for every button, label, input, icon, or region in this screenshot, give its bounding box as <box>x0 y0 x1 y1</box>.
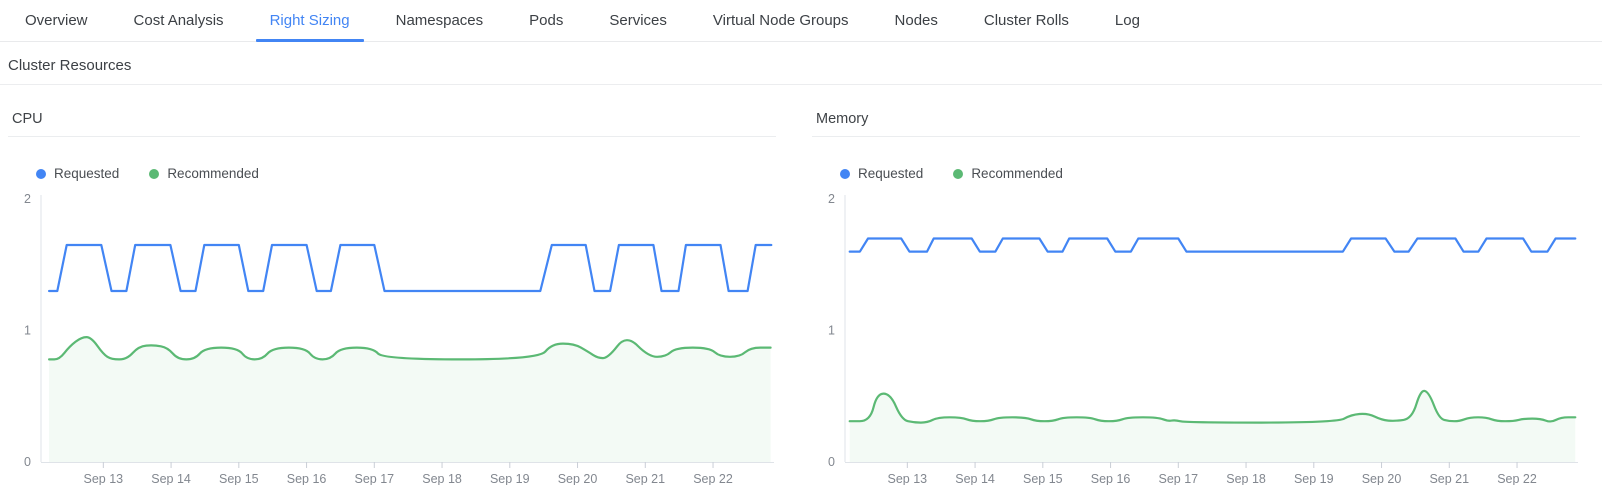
y-axis-label: 2 <box>24 192 31 206</box>
legend-dot-requested <box>36 168 46 179</box>
legend-dot-requested <box>840 168 850 179</box>
section-title: Cluster Resources <box>8 57 132 74</box>
chart-title-memory: Memory <box>812 111 1580 137</box>
x-axis-label: Sep 13 <box>84 472 124 485</box>
legend-label: Requested <box>54 166 120 181</box>
legend-label: Requested <box>858 166 924 181</box>
charts-row: CPU Requested Recommended 0 1 2 Sep 13 Sep 14 Se… <box>0 85 1602 485</box>
legend-item-requested[interactable]: Requested <box>840 166 923 181</box>
y-axis-label: 0 <box>828 455 835 469</box>
tab-namespaces[interactable]: Namespaces <box>395 12 484 29</box>
y-axis-label: 2 <box>828 192 835 206</box>
tab-pods[interactable]: Pods <box>529 12 564 29</box>
x-axis-label: Sep 20 <box>1362 472 1402 485</box>
requested-line <box>848 237 1577 253</box>
x-axis-label: Sep 17 <box>1158 472 1198 485</box>
memory-chart-legend: Requested Recommended <box>840 166 1580 181</box>
x-axis-label: Sep 21 <box>625 472 665 485</box>
x-axis-label: Sep 18 <box>422 472 462 485</box>
legend-label: Recommended <box>167 166 259 181</box>
x-axis-label: Sep 22 <box>693 472 733 485</box>
x-axis-label: Sep 17 <box>354 472 394 485</box>
legend-dot-recommended <box>149 168 160 179</box>
tab-right-sizing[interactable]: Right Sizing <box>255 0 364 42</box>
x-axis-label: Sep 22 <box>1497 472 1537 485</box>
tab-services[interactable]: Services <box>609 12 667 29</box>
x-axis-label: Sep 16 <box>287 472 327 485</box>
x-axis-label: Sep 19 <box>1294 472 1334 485</box>
tab-cluster-rolls[interactable]: Cluster Rolls <box>983 12 1069 29</box>
cpu-chart-card: CPU Requested Recommended 0 1 2 Sep 13 Sep 14 Se… <box>8 85 776 485</box>
x-axis-label: Sep 14 <box>955 472 995 485</box>
legend-item-recommended[interactable]: Recommended <box>149 166 259 181</box>
tab-virtual-node-groups[interactable]: Virtual Node Groups <box>712 12 849 29</box>
legend-dot-recommended <box>953 168 964 179</box>
y-axis-label: 1 <box>828 324 835 338</box>
legend-item-recommended[interactable]: Recommended <box>953 166 1063 181</box>
memory-chart-canvas[interactable]: 0 1 2 Sep 13 Sep 14 Sep 15 Sep 16 Sep 17 Sep 18 S… <box>812 187 1580 485</box>
tab-cost-analysis[interactable]: Cost Analysis <box>133 12 224 29</box>
chart-title-cpu: CPU <box>8 111 776 137</box>
recommended-line <box>48 336 772 361</box>
tab-log[interactable]: Log <box>1114 12 1140 29</box>
tab-overview[interactable]: Overview <box>25 12 88 29</box>
legend-item-requested[interactable]: Requested <box>36 166 119 181</box>
y-axis-label: 1 <box>24 324 31 338</box>
section-header: Cluster Resources <box>0 42 1602 85</box>
cpu-chart-canvas[interactable]: 0 1 2 Sep 13 Sep 14 Sep 15 Sep 16 Sep 17 Sep 18 S… <box>8 187 776 485</box>
x-axis-label: Sep 15 <box>219 472 259 485</box>
recommended-area <box>849 390 1576 462</box>
recommended-line <box>848 389 1577 424</box>
x-axis-label: Sep 16 <box>1091 472 1131 485</box>
x-axis-label: Sep 13 <box>888 472 928 485</box>
y-axis-label: 0 <box>24 455 31 469</box>
cpu-chart-legend: Requested Recommended <box>36 166 776 181</box>
recommended-area <box>49 337 771 462</box>
x-axis-label: Sep 21 <box>1429 472 1469 485</box>
tab-nodes[interactable]: Nodes <box>894 12 938 29</box>
requested-line <box>48 243 773 293</box>
memory-chart-card: Memory Requested Recommended 0 1 2 Sep 13 Sep 1… <box>812 85 1580 485</box>
x-axis-label: Sep 14 <box>151 472 191 485</box>
x-axis-label: Sep 19 <box>490 472 530 485</box>
x-axis-label: Sep 20 <box>558 472 598 485</box>
x-axis-label: Sep 18 <box>1226 472 1266 485</box>
legend-label: Recommended <box>971 166 1063 181</box>
x-axis-label: Sep 15 <box>1023 472 1063 485</box>
tab-bar: Overview Cost Analysis Right Sizing Namespa… <box>0 0 1602 42</box>
